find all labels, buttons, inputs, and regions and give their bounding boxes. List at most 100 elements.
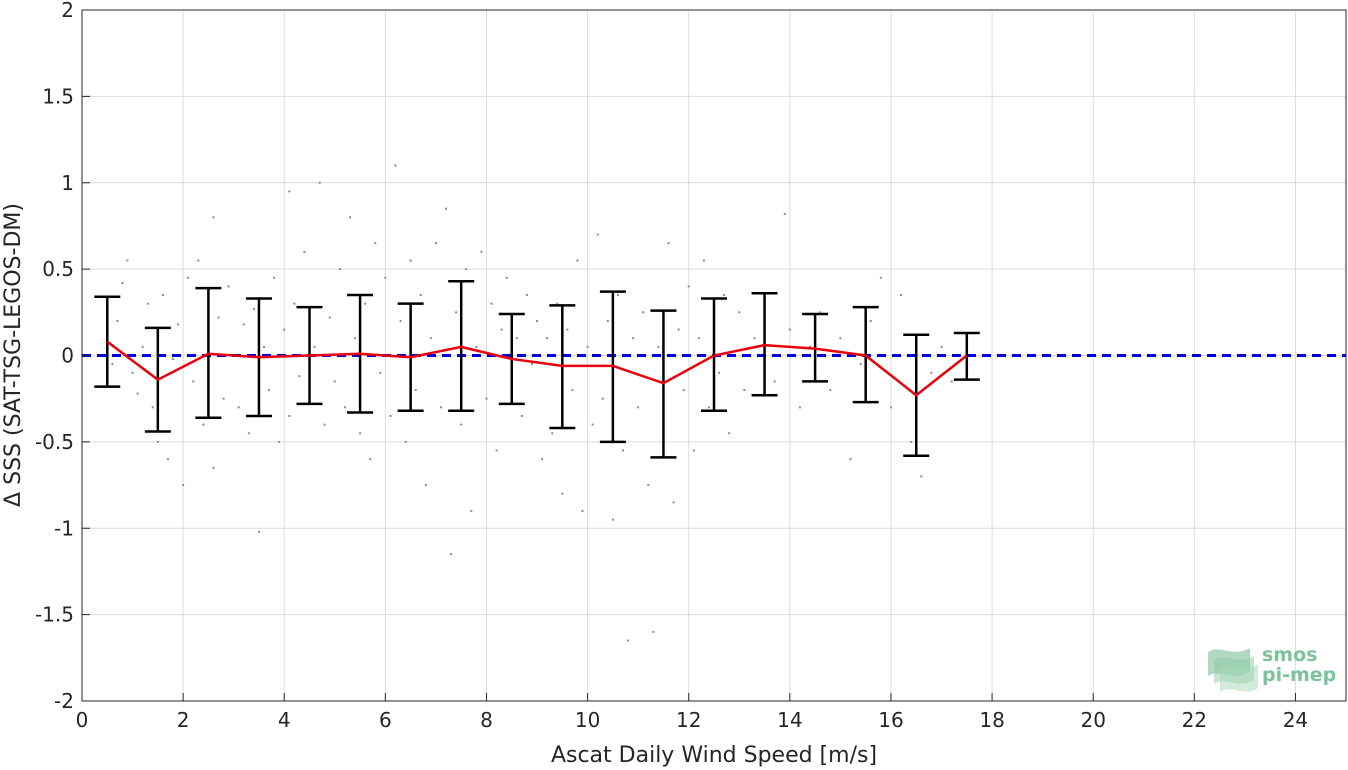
scatter-point xyxy=(647,484,650,487)
scatter-point xyxy=(773,380,776,383)
x-tick-label: 12 xyxy=(676,708,701,732)
scatter-point xyxy=(323,423,326,426)
scatter-point xyxy=(445,207,448,210)
scatter-point xyxy=(723,294,726,297)
scatter-point xyxy=(343,406,346,409)
x-axis-ticks: 0 2 4 6 8 10 12 14 16 18 20 22 24 xyxy=(76,693,1308,732)
scatter-point xyxy=(187,276,190,279)
scatter-point xyxy=(136,392,139,395)
scatter-point xyxy=(141,345,144,348)
scatter-point xyxy=(606,319,609,322)
scatter-point xyxy=(465,268,468,271)
scatter-point xyxy=(364,302,367,305)
scatter-point xyxy=(505,276,508,279)
y-tick-label: 1 xyxy=(61,171,74,195)
scatter-point xyxy=(273,276,276,279)
scatter-point xyxy=(374,242,377,245)
scatter-point xyxy=(743,389,746,392)
scatter-point xyxy=(692,449,695,452)
scatter-point xyxy=(556,302,559,305)
scatter-point xyxy=(879,276,882,279)
scatter-point xyxy=(197,259,200,262)
scatter-point xyxy=(161,294,164,297)
logo-text-pi-mep: pi-mep xyxy=(1262,664,1336,686)
scatter-point xyxy=(247,432,250,435)
scatter-point xyxy=(586,345,589,348)
logo-text-smos: smos xyxy=(1262,644,1317,666)
scatter-point xyxy=(409,259,412,262)
scatter-point xyxy=(495,449,498,452)
scatter-point xyxy=(829,389,832,392)
scatter-point xyxy=(546,337,549,340)
scatter-point xyxy=(424,484,427,487)
scatter-point xyxy=(121,281,124,284)
scatter-point xyxy=(783,212,786,215)
y-tick-label: -1 xyxy=(54,516,74,540)
scatter-points xyxy=(106,164,953,642)
scatter-point xyxy=(672,501,675,504)
scatter-point xyxy=(940,345,943,348)
scatter-point xyxy=(530,363,533,366)
scatter-point xyxy=(839,337,842,340)
x-tick-label: 18 xyxy=(979,708,1004,732)
scatter-point xyxy=(950,380,953,383)
scatter-point xyxy=(475,345,478,348)
scatter-point xyxy=(738,311,741,314)
scatter-point xyxy=(212,216,215,219)
scatter-point xyxy=(278,440,281,443)
scatter-point xyxy=(566,328,569,331)
scatter-point xyxy=(869,319,872,322)
scatter-point xyxy=(222,397,225,400)
scatter-point xyxy=(192,380,195,383)
scatter-point xyxy=(859,363,862,366)
scatter-point xyxy=(515,337,518,340)
x-tick-label: 20 xyxy=(1080,708,1105,732)
scatter-point xyxy=(753,337,756,340)
scatter-point xyxy=(728,432,731,435)
scatter-point xyxy=(450,553,453,556)
scatter-point xyxy=(177,323,180,326)
scatter-point xyxy=(632,337,635,340)
scatter-point xyxy=(263,345,266,348)
scatter-point xyxy=(849,458,852,461)
scatter-point xyxy=(601,397,604,400)
scatter-point xyxy=(470,509,473,512)
scatter-point xyxy=(439,406,442,409)
scatter-point xyxy=(616,294,619,297)
scatter-point xyxy=(414,389,417,392)
scatter-point xyxy=(328,316,331,319)
scatter-point xyxy=(718,371,721,374)
scatter-point xyxy=(809,345,812,348)
scatter-point xyxy=(389,414,392,417)
scatter-point xyxy=(581,509,584,512)
scatter-point xyxy=(111,363,114,366)
scatter-point xyxy=(394,164,397,167)
x-axis-title: Ascat Daily Wind Speed [m/s] xyxy=(551,743,877,768)
scatter-point xyxy=(687,285,690,288)
scatter-point xyxy=(116,319,119,322)
scatter-point xyxy=(490,302,493,305)
scatter-point xyxy=(126,259,129,262)
y-tick-label: 2 xyxy=(61,0,74,22)
scatter-point xyxy=(434,242,437,245)
scatter-point xyxy=(667,242,670,245)
x-tick-label: 0 xyxy=(76,708,89,732)
scatter-point xyxy=(419,294,422,297)
scatter-point xyxy=(707,406,710,409)
scatter-point xyxy=(576,259,579,262)
y-tick-label: 1.5 xyxy=(42,84,74,108)
mean-polyline xyxy=(106,340,968,397)
scatter-point xyxy=(359,432,362,435)
x-tick-label: 16 xyxy=(878,708,903,732)
scatter-point xyxy=(298,375,301,378)
scatter-point xyxy=(677,328,680,331)
y-tick-label: 0 xyxy=(61,344,74,368)
y-tick-label: -1.5 xyxy=(35,603,74,627)
scatter-point xyxy=(252,307,255,310)
scatter-point xyxy=(303,250,306,253)
scatter-point xyxy=(889,406,892,409)
scatter-point xyxy=(151,406,154,409)
scatter-point xyxy=(257,530,260,533)
